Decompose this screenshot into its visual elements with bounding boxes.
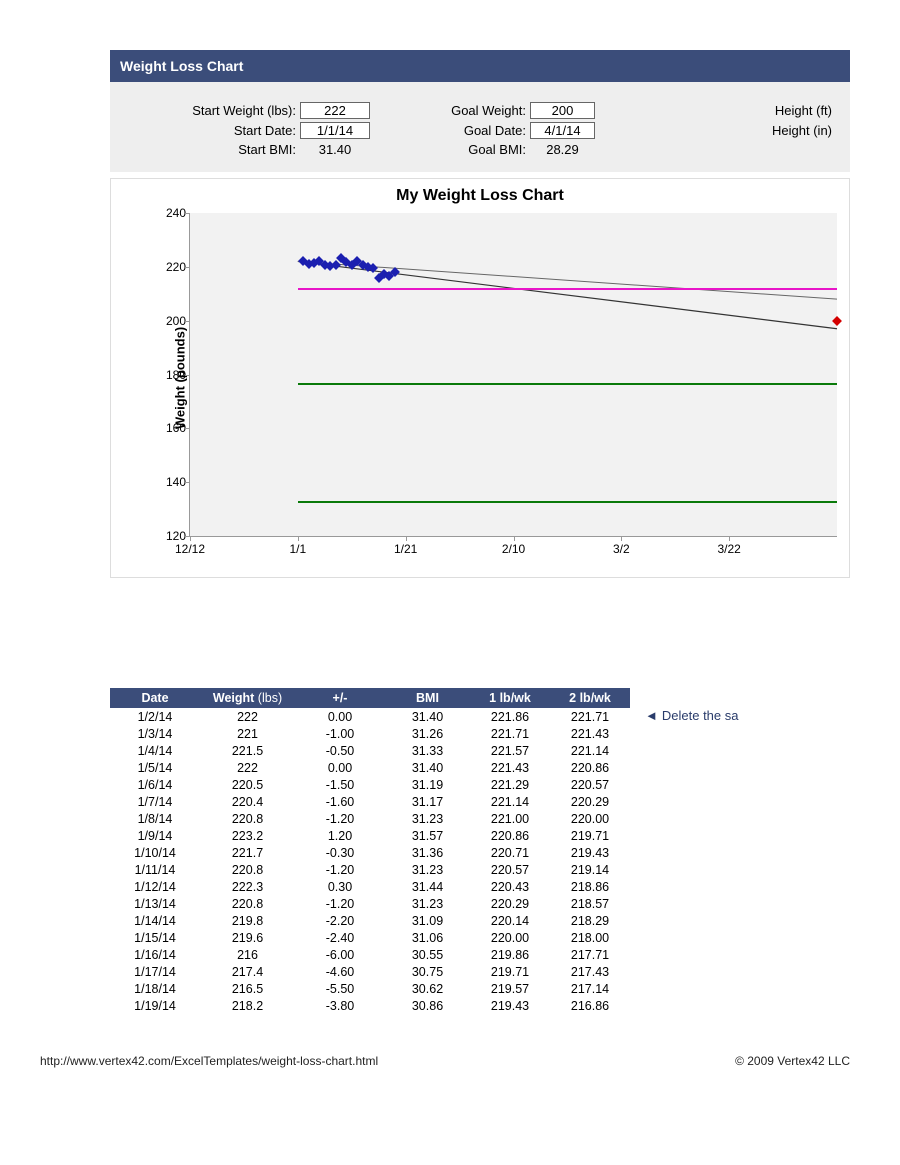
height-ft-label: Height (ft) (595, 103, 840, 118)
table-row: 1/19/14218.2-3.8030.86219.43216.86 (110, 997, 630, 1014)
start-bmi-value: 31.40 (300, 142, 370, 157)
goal-weight-label: Goal Weight: (430, 103, 530, 118)
table-row: 1/12/14222.30.3031.44220.43218.86 (110, 878, 630, 895)
ref-line (298, 501, 837, 503)
start-date-input[interactable]: 1/1/14 (300, 122, 370, 139)
xtick: 3/2 (613, 542, 630, 556)
table-row: 1/17/14217.4-4.6030.75219.71217.43 (110, 963, 630, 980)
table-header-row: Date Weight (lbs) +/- BMI 1 lb/wk 2 lb/w… (110, 688, 630, 708)
footer-copyright: © 2009 Vertex42 LLC (735, 1054, 850, 1068)
table-row: 1/18/14216.5-5.5030.62219.57217.14 (110, 980, 630, 997)
ref-line (298, 288, 837, 290)
xtick: 3/22 (717, 542, 740, 556)
triangle-left-icon: ◄ (645, 708, 658, 723)
goal-date-input[interactable]: 4/1/14 (530, 122, 595, 139)
footer: http://www.vertex42.com/ExcelTemplates/w… (40, 1054, 850, 1068)
table-row: 1/15/14219.6-2.4031.06220.00218.00 (110, 929, 630, 946)
table-row: 1/3/14221-1.0031.26221.71221.43 (110, 725, 630, 742)
ytick: 180 (152, 368, 186, 382)
xtick: 2/10 (502, 542, 525, 556)
table-row: 1/10/14221.7-0.3031.36220.71219.43 (110, 844, 630, 861)
th-date: Date (110, 688, 200, 708)
table-row: 1/13/14220.8-1.2031.23220.29218.57 (110, 895, 630, 912)
table-row: 1/4/14221.5-0.5031.33221.57221.14 (110, 742, 630, 759)
ytick: 200 (152, 314, 186, 328)
start-weight-label: Start Weight (lbs): (120, 103, 300, 118)
th-weight: Weight (lbs) (200, 688, 295, 708)
table-row: 1/6/14220.5-1.5031.19221.29220.57 (110, 776, 630, 793)
xtick: 12/12 (175, 542, 205, 556)
th-pm: +/- (295, 688, 385, 708)
table-row: 1/8/14220.8-1.2031.23221.00220.00 (110, 810, 630, 827)
th-2lb: 2 lb/wk (550, 688, 630, 708)
chart-title: My Weight Loss Chart (111, 179, 849, 205)
th-bmi: BMI (385, 688, 470, 708)
table-row: 1/14/14219.8-2.2031.09220.14218.29 (110, 912, 630, 929)
goal-bmi-label: Goal BMI: (430, 142, 530, 157)
ytick: 220 (152, 260, 186, 274)
start-date-label: Start Date: (120, 123, 300, 138)
ytick: 240 (152, 206, 186, 220)
ytick: 160 (152, 421, 186, 435)
ytick: 120 (152, 529, 186, 543)
ref-line (298, 383, 837, 385)
table-row: 1/16/14216-6.0030.55219.86217.71 (110, 946, 630, 963)
start-weight-input[interactable]: 222 (300, 102, 370, 119)
data-table: ◄Delete the sa Date Weight (lbs) +/- BMI… (110, 688, 900, 1014)
footer-url: http://www.vertex42.com/ExcelTemplates/w… (40, 1054, 378, 1068)
weight-chart: My Weight Loss Chart Weight (pounds) 120… (110, 178, 850, 578)
xtick: 1/1 (289, 542, 306, 556)
height-in-label: Height (in) (595, 123, 840, 138)
goal-bmi-value: 28.29 (530, 142, 595, 157)
table-row: 1/9/14223.21.2031.57220.86219.71 (110, 827, 630, 844)
xtick: 1/21 (394, 542, 417, 556)
ytick: 140 (152, 475, 186, 489)
goal-date-label: Goal Date: (430, 123, 530, 138)
plot-area: 12014016018020022024012/121/11/212/103/2… (189, 213, 837, 537)
table-row: 1/2/142220.0031.40221.86221.71 (110, 708, 630, 725)
table-row: 1/7/14220.4-1.6031.17221.14220.29 (110, 793, 630, 810)
params-panel: Start Weight (lbs): 222 Goal Weight: 200… (110, 82, 850, 172)
table-row: 1/11/14220.8-1.2031.23220.57219.14 (110, 861, 630, 878)
th-1lb: 1 lb/wk (470, 688, 550, 708)
table-row: 1/5/142220.0031.40221.43220.86 (110, 759, 630, 776)
delete-note: ◄Delete the sa (645, 708, 738, 723)
title-bar: Weight Loss Chart (110, 50, 850, 82)
start-bmi-label: Start BMI: (120, 142, 300, 157)
goal-weight-input[interactable]: 200 (530, 102, 595, 119)
